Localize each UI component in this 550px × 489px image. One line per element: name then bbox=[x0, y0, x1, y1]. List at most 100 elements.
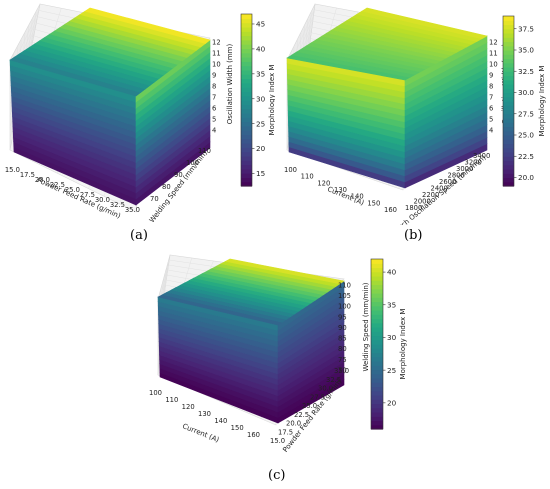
side-face bbox=[277, 280, 345, 424]
colorbar-segment bbox=[371, 276, 383, 281]
colorbar-tick: 30 bbox=[387, 333, 397, 342]
colorbar-tick: 25 bbox=[387, 366, 396, 375]
colorbar-segment bbox=[241, 26, 252, 32]
x-axis-tick: 20.0 bbox=[35, 176, 50, 184]
colorbar-tick: 15 bbox=[256, 169, 265, 178]
z-axis-tick: 10 bbox=[212, 60, 221, 68]
colorbar-segment bbox=[371, 348, 383, 354]
colorbar-label: Morphology Index M bbox=[399, 309, 407, 380]
colorbar-segment bbox=[503, 41, 514, 47]
colorbar-segment bbox=[371, 284, 383, 290]
panel-label-a: (a) bbox=[130, 228, 148, 243]
z-axis-tick: 9 bbox=[489, 71, 493, 79]
colorbar-tick: 25 bbox=[256, 119, 265, 128]
colorbar-segment bbox=[241, 69, 252, 75]
colorbar: 15 20 25 30 35 40 45 bbox=[240, 13, 266, 187]
colorbar-segment bbox=[241, 48, 252, 54]
y-axis-tick: 30.0 bbox=[318, 385, 333, 393]
colorbar-segment bbox=[503, 62, 514, 68]
colorbar-segment bbox=[503, 37, 514, 43]
z-axis-tick: 8 bbox=[489, 82, 493, 90]
colorbar-segment bbox=[503, 173, 514, 179]
z-axis-tick: 100 bbox=[338, 303, 351, 311]
colorbar-segment bbox=[503, 152, 514, 157]
colorbar-segment bbox=[371, 395, 383, 400]
z-axis-tick: 85 bbox=[338, 335, 347, 343]
front-face bbox=[286, 57, 406, 189]
y-axis-tick: 90 bbox=[174, 171, 183, 179]
colorbar-segment bbox=[503, 75, 514, 81]
z-axis-tick: 110 bbox=[338, 281, 351, 289]
colorbar-segment bbox=[503, 88, 514, 94]
y-axis-tick: 27.5 bbox=[310, 393, 325, 401]
colorbar-segment bbox=[371, 318, 383, 324]
colorbar-segment bbox=[241, 143, 252, 148]
colorbar-segment bbox=[371, 369, 383, 375]
x-axis-tick: 32.5 bbox=[110, 201, 125, 209]
colorbar-segment bbox=[371, 344, 383, 349]
colorbar-segment bbox=[503, 28, 514, 34]
x-axis-tick: 17.5 bbox=[20, 171, 35, 179]
colorbar-tick: 20 bbox=[387, 398, 397, 407]
colorbar-segment bbox=[503, 105, 514, 111]
colorbar-segment bbox=[241, 87, 252, 92]
x-axis-tick: 22.5 bbox=[50, 181, 65, 189]
colorbar-frame bbox=[240, 13, 253, 187]
colorbar-segment bbox=[503, 24, 514, 30]
x-axis-tick: 140 bbox=[351, 193, 364, 201]
colorbar-tick: 37.5 bbox=[518, 24, 534, 33]
colorbar-segment bbox=[371, 378, 383, 383]
colorbar-segment bbox=[241, 112, 252, 118]
colorbar-segment bbox=[241, 22, 252, 28]
z-axis-label: Welding Speed (mm/min) bbox=[362, 282, 370, 371]
colorbar-segment bbox=[371, 280, 383, 286]
colorbar-tick: 35 bbox=[256, 69, 265, 78]
colorbar-segment bbox=[241, 44, 252, 49]
top-face-band bbox=[224, 258, 345, 285]
colorbar-segment bbox=[241, 138, 252, 144]
colorbar-segment bbox=[503, 169, 514, 174]
colorbar-segment bbox=[371, 390, 383, 396]
y-axis-tick: 70 bbox=[150, 195, 159, 203]
colorbar-segment bbox=[371, 310, 383, 315]
x-axis-tick: 150 bbox=[367, 199, 380, 207]
z-axis-tick: 105 bbox=[338, 292, 351, 300]
colorbar-segment bbox=[241, 91, 252, 97]
colorbar-segment bbox=[241, 35, 252, 41]
front-face bbox=[9, 59, 137, 206]
colorbar-segment bbox=[241, 151, 252, 157]
z-axis: 70 75 80 85 90 95 100 105 110 bbox=[338, 281, 351, 374]
colorbar-segment bbox=[503, 84, 514, 89]
colorbar-segment bbox=[241, 39, 252, 45]
y-axis-tick: 17.5 bbox=[278, 428, 293, 436]
colorbar-segment bbox=[241, 100, 252, 105]
y-axis-tick: 22.5 bbox=[294, 411, 309, 419]
x-axis-tick: 120 bbox=[182, 403, 195, 411]
y-axis-tick: 3000 bbox=[456, 165, 473, 173]
colorbar-segment bbox=[371, 420, 383, 426]
colorbar-segment bbox=[371, 271, 383, 277]
colorbar-segment bbox=[503, 109, 514, 115]
z-axis-tick: 9 bbox=[212, 71, 216, 79]
colorbar-segment bbox=[241, 168, 252, 174]
colorbar-segment bbox=[371, 339, 383, 345]
chart-panel-a: 15.0 17.5 20.0 22.5 25.0 27.5 30.0 32.5 35.0 70 80… bbox=[0, 0, 276, 225]
z-axis-tick: 4 bbox=[212, 126, 216, 134]
y-axis-tick: 32.5 bbox=[326, 376, 341, 384]
y-axis-tick: 3400 bbox=[473, 152, 490, 160]
colorbar-segment bbox=[241, 181, 252, 187]
colorbar-segment bbox=[503, 118, 514, 123]
colorbar-segment bbox=[503, 67, 514, 72]
y-axis-tick: 2400 bbox=[431, 185, 448, 193]
side-face bbox=[404, 35, 488, 189]
colorbar-segment bbox=[503, 122, 514, 128]
x-axis-tick: 130 bbox=[198, 410, 211, 418]
z-axis: 4 5 6 7 8 9 10 11 12 bbox=[212, 38, 221, 134]
colorbar-tick: 30 bbox=[256, 94, 266, 103]
z-axis-tick: 8 bbox=[212, 82, 216, 90]
z-axis-tick: 7 bbox=[489, 93, 493, 101]
colorbar-segment bbox=[503, 147, 514, 153]
z-axis-tick: 6 bbox=[212, 104, 216, 112]
